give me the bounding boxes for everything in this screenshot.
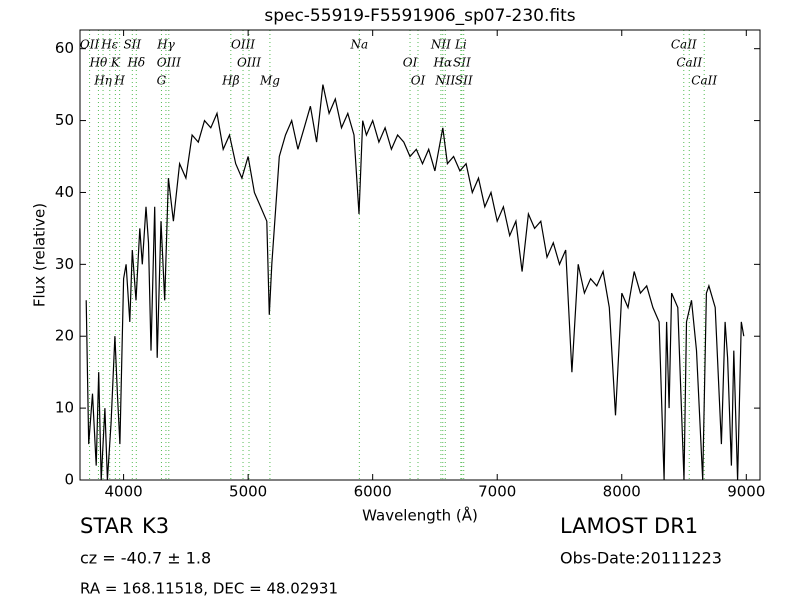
y-tick-label: 40 xyxy=(55,183,74,201)
x-tick-label: 7000 xyxy=(478,483,516,501)
spectral-line-label: Li xyxy=(454,38,467,52)
survey: LAMOST DR1 xyxy=(560,514,698,538)
spectral-line-label: Hδ xyxy=(126,56,145,70)
spectral-line-label: CaII xyxy=(691,74,717,88)
spectral-line-label: NII xyxy=(434,74,455,88)
spectral-line-label: Hγ xyxy=(156,38,175,52)
spectral-line-label: Na xyxy=(350,38,369,52)
object-subclass: K3 xyxy=(142,514,169,538)
spectral-line-label: K xyxy=(110,56,121,70)
spectral-line-label: Hη xyxy=(93,74,112,88)
coordinates: RA = 168.11518, DEC = 48.02931 xyxy=(80,580,338,598)
spectral-line-label: OIII xyxy=(237,56,261,70)
spectral-line-label: Hε xyxy=(100,38,118,52)
y-tick-label: 20 xyxy=(55,327,74,345)
y-tick-label: 10 xyxy=(55,399,74,417)
spectral-line-label: SII xyxy=(453,56,471,70)
spectral-line-label: H xyxy=(113,74,125,88)
spectral-line-label: SII xyxy=(455,74,473,88)
obs-date: Obs-Date:20111223 xyxy=(560,549,722,568)
x-tick-label: 4000 xyxy=(104,483,142,501)
chart-title: spec-55919-F5591906_sp07-230.fits xyxy=(264,6,575,26)
spectral-line-label: NII xyxy=(430,38,451,52)
spectral-line-label: Hα xyxy=(433,56,453,70)
spectral-line-label: Mg xyxy=(259,74,280,88)
redshift: cz = -40.7 ± 1.8 xyxy=(80,549,211,568)
spectral-line-label: Hθ xyxy=(89,56,108,70)
y-tick-label: 0 xyxy=(64,471,74,489)
spectral-line-label: OI xyxy=(403,56,418,70)
spectrum xyxy=(85,84,745,481)
spectral-line-label: G xyxy=(157,74,167,88)
spectral-line-label: OI xyxy=(411,74,426,88)
spectral-line-label: OIII xyxy=(157,56,181,70)
y-tick-label: 30 xyxy=(55,255,74,273)
spectral-line-label: OIII xyxy=(231,38,255,52)
spectral-line-label: Hβ xyxy=(221,74,239,88)
y-tick-label: 50 xyxy=(55,111,74,129)
plot-frame xyxy=(79,29,761,481)
spectral-line-label: SII xyxy=(123,38,141,52)
x-tick-label: 8000 xyxy=(603,483,641,501)
object-class: STAR xyxy=(80,514,133,538)
y-axis-label: Flux (relative) xyxy=(31,203,49,307)
x-axis-label: Wavelength (Å) xyxy=(362,506,478,525)
spectral-line-label: CaII xyxy=(676,56,702,70)
spectral-line-label: OII xyxy=(80,38,100,52)
spectral-line-label: CaII xyxy=(671,38,697,52)
x-tick-label: 9000 xyxy=(727,483,765,501)
x-tick-label: 5000 xyxy=(229,483,267,501)
y-tick-label: 60 xyxy=(55,39,74,57)
x-tick-label: 6000 xyxy=(354,483,392,501)
